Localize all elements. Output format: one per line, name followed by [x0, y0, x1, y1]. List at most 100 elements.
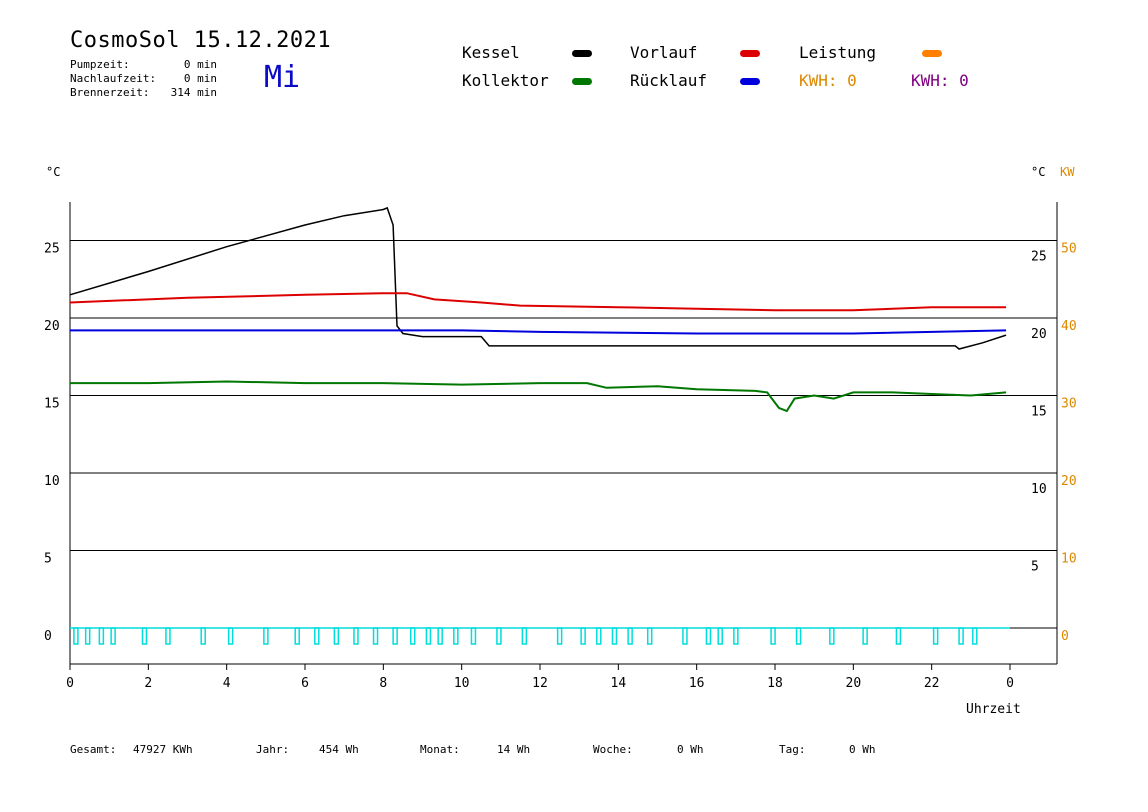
pump-pulse [862, 627, 868, 645]
series-line-kessel [69, 206, 1007, 350]
pump-pulse [556, 627, 563, 645]
pump-pulse [470, 627, 477, 645]
pump-pulse [646, 627, 653, 645]
x-tick-label: 4 [223, 676, 231, 691]
x-tick-label: 0 [1006, 676, 1014, 691]
pump-pulse [705, 627, 712, 645]
right-kw-tick-label: 20 [1061, 474, 1077, 489]
x-tick-label: 22 [924, 676, 940, 691]
pump-pulse [73, 627, 79, 645]
x-tick-label: 16 [689, 676, 705, 691]
legend-kollektor-label: Kollektor [462, 71, 549, 90]
stat-nachlaufzeit-value: 0 min [183, 72, 217, 85]
pump-pulse [141, 627, 148, 645]
pump-pulse [972, 627, 978, 645]
x-tick-label: 0 [66, 676, 74, 691]
footer-woche-label: Woche: [593, 743, 633, 756]
pump-pulse [333, 627, 340, 645]
stat-pumpzeit-label: Pumpzeit: [70, 58, 130, 71]
stat-pumpzeit-value: 0 min [183, 58, 217, 71]
footer-woche-value: 0 Wh [677, 743, 704, 756]
weekday: Mi [264, 60, 301, 95]
pump-pulse [353, 627, 359, 645]
right-temp-tick-label: 20 [1031, 327, 1047, 342]
pump-pulse [110, 627, 116, 645]
left-tick-label: 10 [44, 474, 60, 489]
stat-brennerzeit-value: 314 min [170, 86, 217, 99]
legend-kwh-purple: KWH: 0 [911, 71, 969, 90]
legend-leistung-swatch [922, 50, 942, 57]
legend-vorlauf-swatch [740, 50, 760, 57]
right-kw-tick-label: 10 [1061, 552, 1077, 567]
pump-pulse [314, 627, 320, 645]
pump-pulse [596, 627, 602, 645]
footer-gesamt-value: 47927 KWh [133, 743, 193, 756]
legend-vorlauf-label: Vorlauf [630, 43, 698, 62]
right-kw-tick-label: 50 [1061, 242, 1077, 257]
right-temp-tick-label: 25 [1031, 250, 1047, 265]
pump-pulse [580, 627, 586, 645]
page-title: CosmoSol 15.12.2021 [70, 28, 332, 53]
legend-leistung-label: Leistung [799, 43, 877, 62]
right-temp-tick-label: 5 [1031, 560, 1039, 575]
footer-tag-value: 0 Wh [849, 743, 876, 756]
left-tick-label: 20 [44, 319, 60, 334]
series-line-kollektor [70, 380, 1007, 413]
pump-pulse [496, 627, 502, 645]
pump-pulse [521, 627, 528, 645]
stat-brennerzeit-label: Brennerzeit: [70, 86, 150, 99]
stat-nachlaufzeit-label: Nachlaufzeit: [70, 72, 157, 85]
pump-pulse [392, 627, 398, 645]
pump-pulse [200, 627, 206, 645]
pump-pulse [958, 627, 964, 645]
x-tick-label: 20 [846, 676, 862, 691]
pump-pulse [733, 627, 739, 645]
x-tick-label: 18 [767, 676, 783, 691]
x-tick-label: 10 [454, 676, 470, 691]
right-kw-tick-label: 30 [1061, 397, 1077, 412]
pump-pulse [682, 627, 688, 645]
legend-ruecklauf-swatch [740, 78, 760, 85]
right-temp-tick-label: 15 [1031, 405, 1047, 420]
pump-pulse [98, 627, 105, 645]
pump-pulse [795, 627, 802, 645]
pump-pulse [770, 627, 776, 645]
legend-kwh-orange: KWH: 0 [799, 71, 857, 90]
footer-tag-label: Tag: [779, 743, 806, 756]
footer-jahr-value: 454 Wh [319, 743, 359, 756]
pump-pulse [425, 627, 432, 645]
pump-pulse [84, 627, 91, 645]
footer-monat-label: Monat: [420, 743, 460, 756]
pump-pulse [263, 627, 269, 645]
right-kw-tick-label: 40 [1061, 319, 1077, 334]
series-line-rcklauf [70, 329, 1007, 335]
x-tick-label: 12 [532, 676, 548, 691]
right-kw-tick-label: 0 [1061, 629, 1069, 644]
left-tick-label: 25 [44, 242, 60, 257]
legend-kessel-label: Kessel [462, 43, 520, 62]
right-temp-tick-label: 10 [1031, 482, 1047, 497]
pump-pulse [294, 627, 300, 645]
pump-pulse [165, 627, 171, 645]
pump-pulse [611, 627, 618, 645]
pump-pulse [372, 627, 379, 645]
pump-pulse [829, 627, 835, 645]
legend-kollektor-swatch [572, 78, 592, 85]
left-tick-label: 5 [44, 552, 52, 567]
pump-pulse [627, 627, 633, 645]
series-line-vorlauf [69, 292, 1007, 312]
pump-pulse [410, 627, 416, 645]
pump-pulse [453, 627, 459, 645]
footer-jahr-label: Jahr: [256, 743, 290, 756]
pump-pulse [895, 627, 902, 645]
x-tick-label: 6 [301, 676, 309, 691]
left-tick-label: 15 [44, 397, 60, 412]
left-tick-label: 0 [44, 629, 52, 644]
footer-monat-value: 14 Wh [497, 743, 531, 756]
x-tick-label: 8 [379, 676, 387, 691]
x-axis-label: Uhrzeit [966, 702, 1021, 717]
footer-gesamt-label: Gesamt: [70, 743, 117, 756]
pump-pulse [932, 627, 939, 645]
legend-kessel-swatch [572, 50, 592, 57]
pump-pulse [437, 627, 443, 645]
